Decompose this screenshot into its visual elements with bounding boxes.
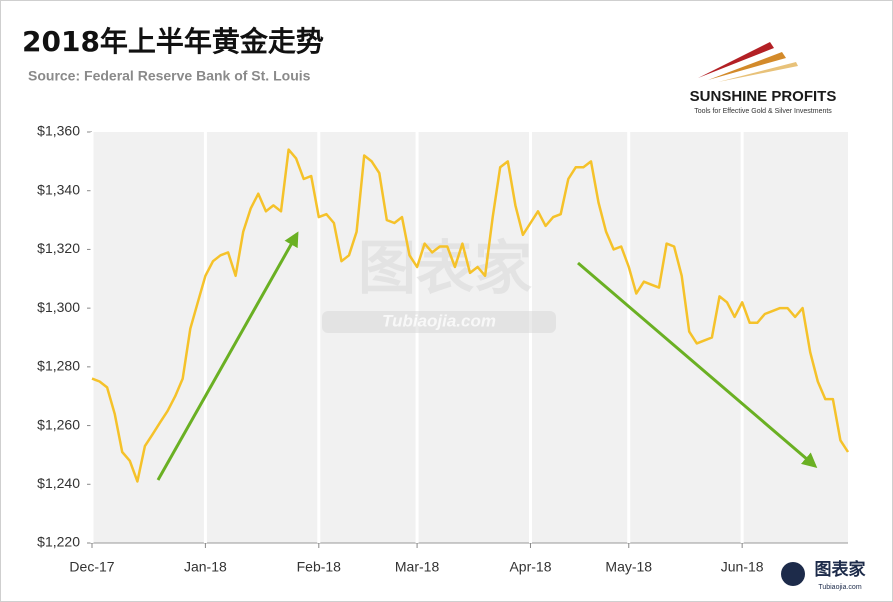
chart-subtitle: Source: Federal Reserve Bank of St. Loui… [28,68,311,84]
watermark: 图表家 Tubiaojia.com [322,234,556,333]
chart-title: 2018年上半年黄金走势 [22,25,324,58]
x-tick-label: Jun-18 [721,559,764,575]
x-tick-label: Feb-18 [297,559,342,575]
y-tick-label: $1,220 [37,534,80,550]
y-tick-label: $1,280 [37,358,80,374]
y-tick-label: $1,360 [37,123,80,139]
logo: SUNSHINE PROFITS Tools for Effective Gol… [690,42,837,115]
y-tick-label: $1,320 [37,240,80,256]
x-tick-label: Apr-18 [509,559,551,575]
trend-arrow [577,261,818,468]
corner-logo: 图表家 Tubiaojia.com [781,559,866,591]
x-tick-label: Mar-18 [395,559,440,575]
logo-swoosh [718,62,798,82]
x-tick-label: Jan-18 [184,559,227,575]
plot-area [92,132,848,543]
logo-swoosh [708,52,786,80]
corner-logo-name: 图表家 [815,559,866,580]
y-tick-label: $1,260 [37,416,80,432]
corner-logo-site: Tubiaojia.com [818,584,861,591]
x-tick-label: Dec-17 [69,559,114,575]
y-tick-label: $1,300 [37,299,80,315]
y-tick-label: $1,340 [37,181,80,197]
logo-tagline: Tools for Effective Gold & Silver Invest… [694,108,832,115]
price-line [91,148,850,483]
logo-name: SUNSHINE PROFITS [690,88,837,105]
x-tick-label: May-18 [605,559,652,575]
watermark-band [322,311,556,333]
watermark-name: 图表家 [358,234,532,302]
trend-arrow [156,231,299,481]
logo-swoosh [698,42,774,78]
corner-logo-icon [781,562,805,586]
watermark-site: Tubiaojia.com [382,311,496,330]
y-tick-label: $1,240 [37,475,80,491]
